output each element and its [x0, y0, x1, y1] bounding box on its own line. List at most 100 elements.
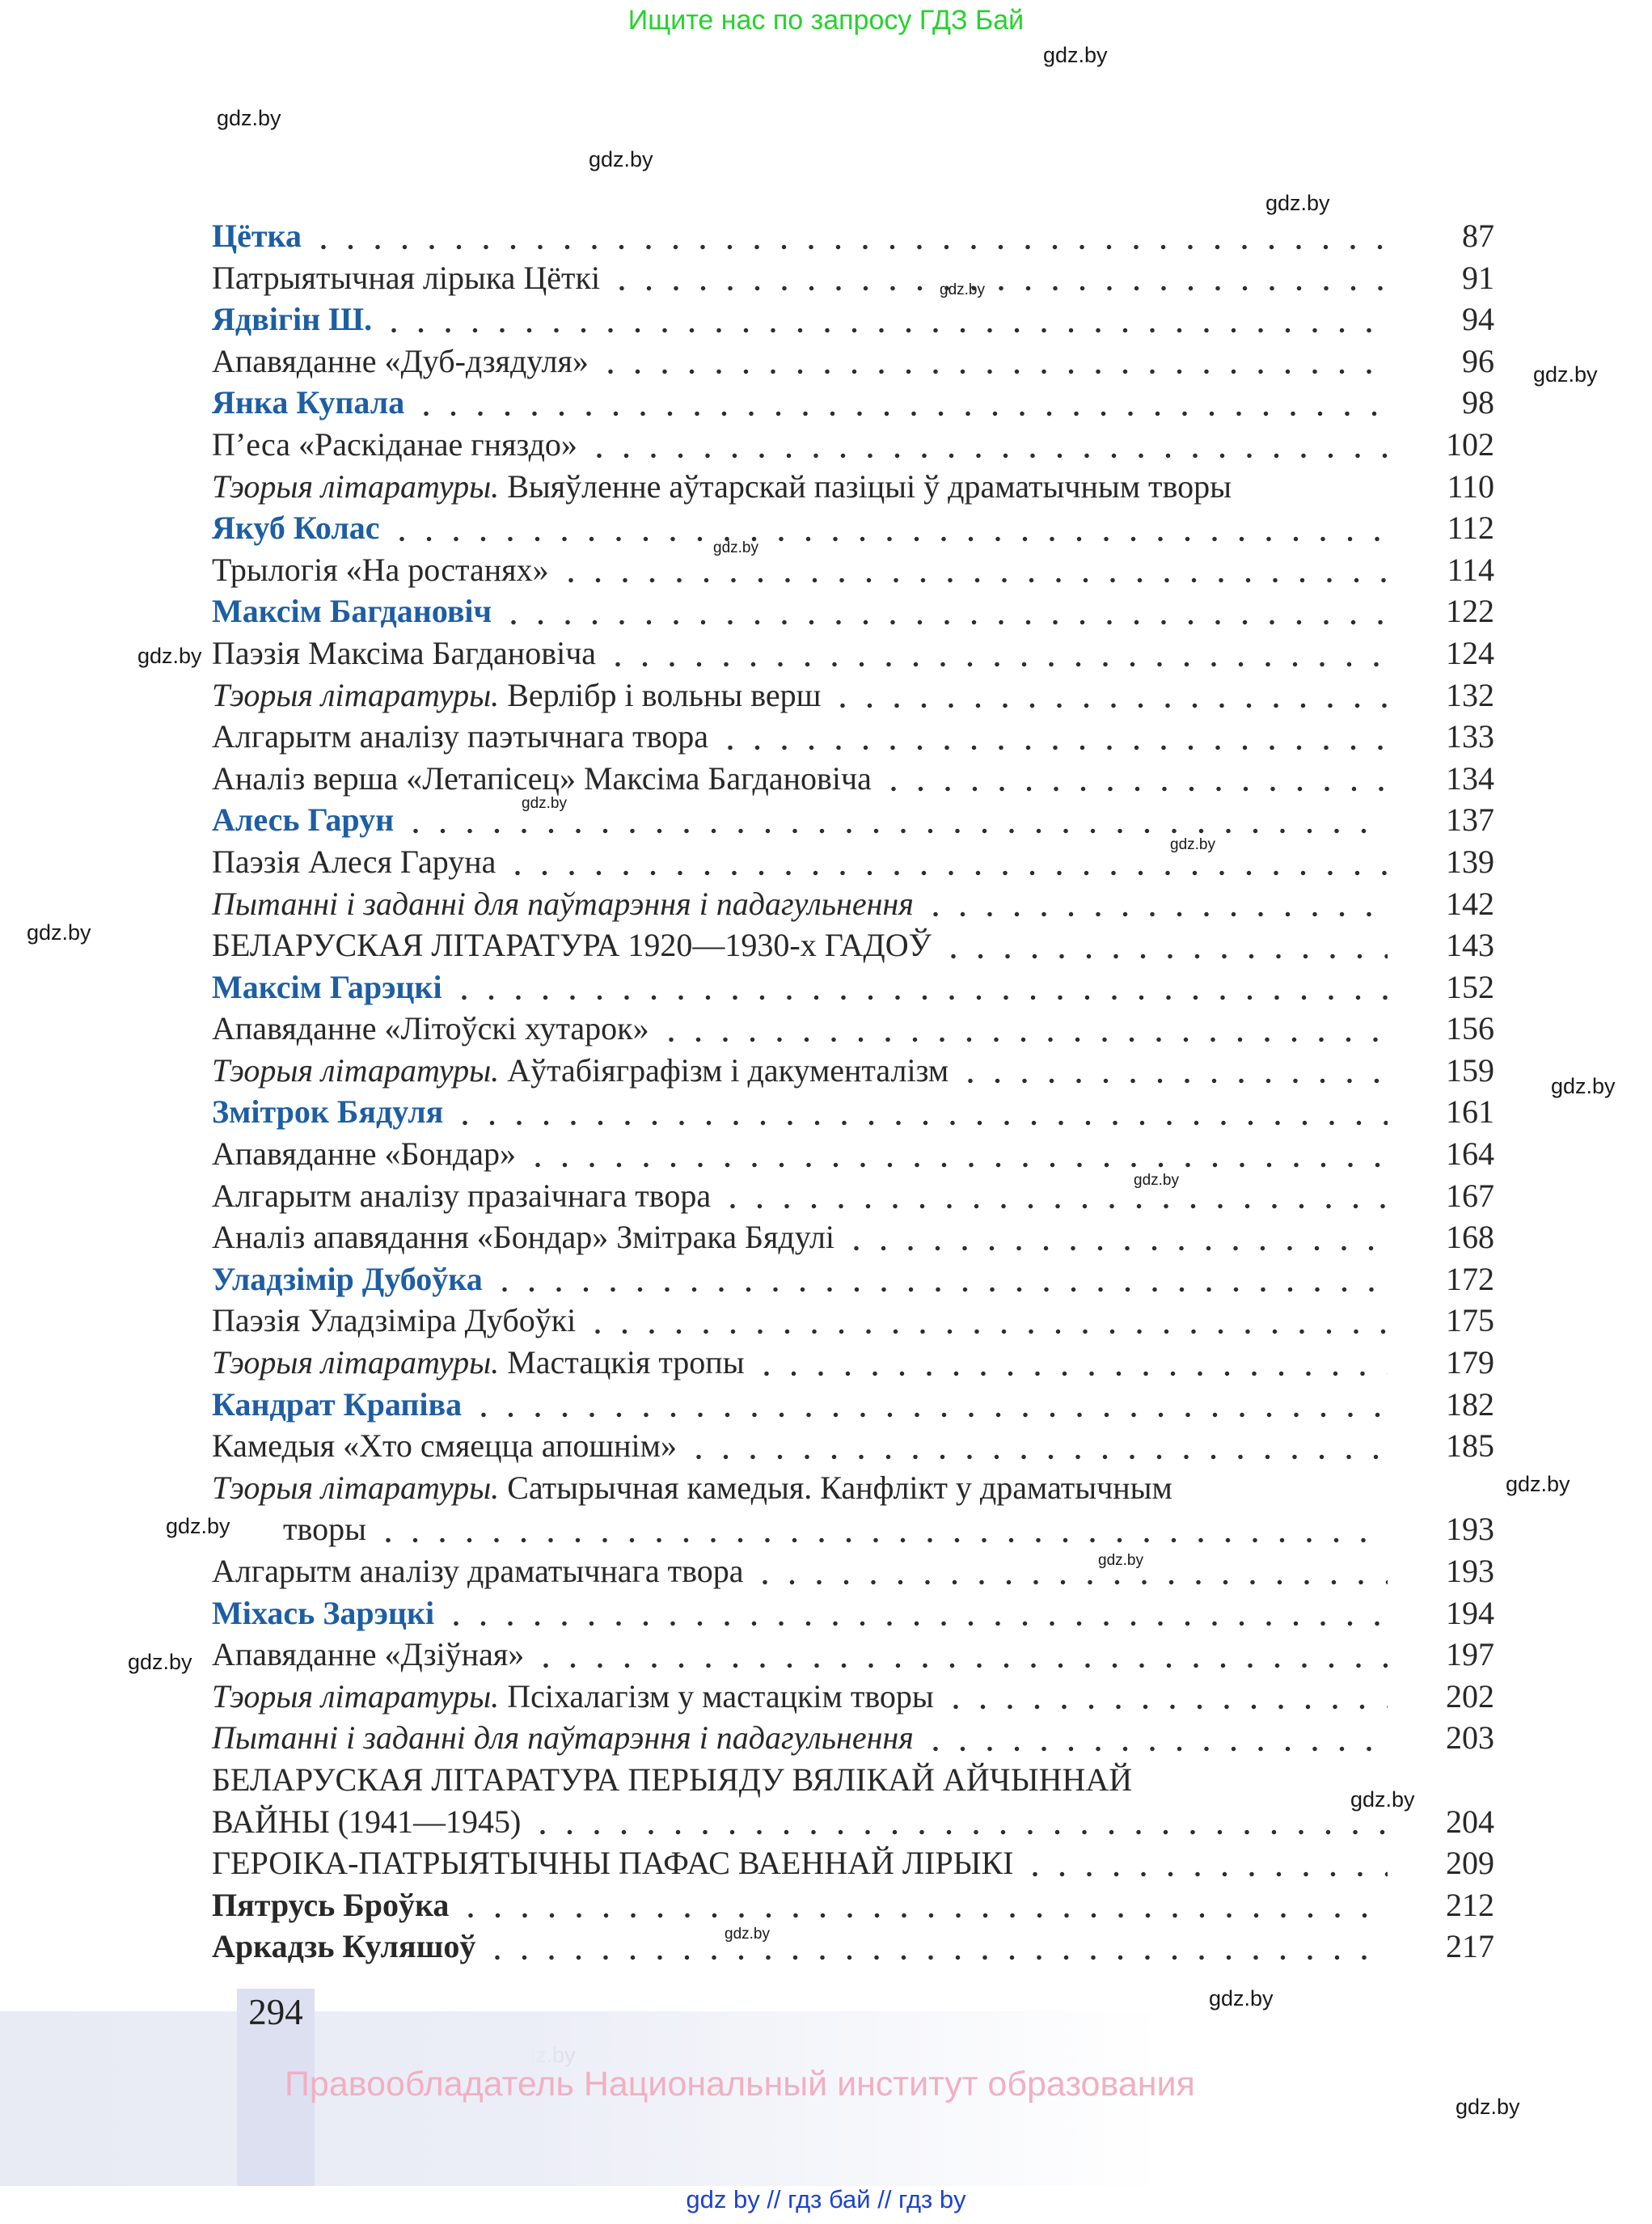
- dotted-leader: [422, 382, 1388, 424]
- dotted-leader: [542, 1634, 1388, 1676]
- toc-entry-page: 217: [1446, 1928, 1494, 1965]
- toc-entry-title: Алгарытм аналізу драматычнага твора: [212, 1553, 744, 1589]
- toc-entry: Максім Гарэцкі 152: [212, 966, 1494, 1008]
- toc-entry: Пытанні і заданні для паўтарэння і падаг…: [212, 1717, 1494, 1759]
- toc-entry-title: Паэзія Уладзіміра Дубоўкі: [212, 1302, 577, 1339]
- toc-entry-page: 124: [1446, 634, 1494, 671]
- toc-entry: Тэорыя літаратуры. Аўтабіяграфізм і даку…: [212, 1049, 1494, 1092]
- dotted-leader: [839, 674, 1388, 717]
- dotted-leader: [594, 423, 1388, 466]
- dotted-leader: [390, 298, 1388, 340]
- toc-entry: Апавяданне «Літоўскі хутарок» 156: [212, 1008, 1494, 1050]
- page-number-strip: [237, 1989, 315, 2186]
- dotted-leader: [513, 840, 1388, 883]
- toc-entry-page: 193: [1446, 1511, 1494, 1548]
- toc-entry-title: Аналіз апавядання «Бондар» Змітрака Бяду…: [212, 1219, 835, 1256]
- toc-entry: Тэорыя літаратуры. Сатырычная камедыя. К…: [212, 1467, 1494, 1509]
- toc-entry-title: Алгарытм аналізу паэтычнага твора: [212, 718, 708, 755]
- toc-entry: Камедыя «Хто смяецца апошнім» 185: [212, 1425, 1494, 1467]
- toc-entry: Янка Купала 98: [212, 382, 1494, 424]
- toc-entry-title: Максім Гарэцкі: [212, 968, 442, 1005]
- toc-entry-page: 185: [1446, 1427, 1494, 1465]
- toc-entry-title: Камедыя «Хто смяецца апошнім»: [212, 1427, 677, 1465]
- toc-entry: Паэзія Алеся Гаруна 139: [212, 840, 1494, 883]
- dotted-leader: [1031, 1842, 1388, 1884]
- dotted-leader: [566, 548, 1388, 591]
- gdz-watermark: gdz.by: [1043, 43, 1108, 67]
- toc-entry-page: 175: [1446, 1302, 1494, 1339]
- page-number: 294: [248, 1992, 303, 2032]
- dotted-leader: [614, 632, 1388, 674]
- dotted-leader: [319, 215, 1388, 257]
- gdz-watermark: gdz.by: [217, 106, 281, 130]
- toc-entry-title: Пытанні і заданні для паўтарэння і падаг…: [212, 1719, 914, 1757]
- toc-entry-title: Паэзія Алеся Гаруна: [212, 843, 496, 880]
- dotted-leader: [761, 1550, 1388, 1592]
- dotted-leader: [966, 1049, 1388, 1092]
- toc-entry: Алесь Гарун 137: [212, 799, 1494, 841]
- toc-entry: ВАЙНЫ (1941—1945) 204: [212, 1800, 1494, 1843]
- toc-entry-page: 161: [1446, 1093, 1494, 1131]
- toc-entry-page: 179: [1446, 1344, 1494, 1381]
- toc-entry-page: 132: [1446, 676, 1494, 713]
- toc-entry: Тэорыя літаратуры. Выяўленне аўтарскай п…: [212, 466, 1494, 508]
- toc-entry: Алгарытм аналізу паэтычнага твора 133: [212, 716, 1494, 758]
- dotted-leader: [762, 1342, 1388, 1384]
- gdz-watermark: gdz.by: [1506, 1472, 1570, 1496]
- dotted-leader: [889, 757, 1388, 800]
- gdz-watermark: gdz.by: [1533, 362, 1598, 387]
- gdz-watermark: gdz.by: [137, 644, 202, 668]
- footer-links: gdz by // гдз бай // гдз by: [686, 2185, 966, 2213]
- toc-entry-title: Пытанні і заданні для паўтарэння і падаг…: [212, 885, 914, 922]
- toc-entry: Аналіз апавядання «Бондар» Змітрака Бяду…: [212, 1216, 1494, 1258]
- toc-entry-page: 110: [1447, 467, 1494, 505]
- toc-entry-page: 102: [1446, 425, 1494, 463]
- dotted-leader: [383, 1508, 1388, 1550]
- toc-entry: Апавяданне «Бондар» 164: [212, 1133, 1494, 1175]
- dotted-leader: [452, 1592, 1388, 1634]
- gdz-watermark: gdz.by: [1551, 1074, 1616, 1098]
- toc-entry-page: 203: [1446, 1719, 1494, 1757]
- dotted-leader: [533, 1133, 1388, 1175]
- toc-entry-title: Уладзімір Дубоўка: [212, 1260, 483, 1297]
- toc-entry-page: 134: [1446, 759, 1494, 797]
- toc-entry: Кандрат Крапіва 182: [212, 1383, 1494, 1426]
- search-promo-banner: Ищите нас по запросу ГДЗ Бай: [627, 5, 1025, 36]
- toc-entry-title: Кандрат Крапіва: [212, 1385, 463, 1423]
- toc-entry: Аналіз верша «Летапісец» Максіма Багдано…: [212, 757, 1494, 800]
- toc-entry-title: Пятрусь Броўка: [212, 1886, 450, 1923]
- gdz-watermark: gdz.by: [27, 920, 91, 945]
- toc-entry-title: Змітрок Бядуля: [212, 1093, 444, 1131]
- dotted-leader: [412, 799, 1388, 841]
- toc-entry: Тэорыя літаратуры. Мастацкія тропы 179: [212, 1342, 1494, 1384]
- dotted-leader: [509, 590, 1388, 632]
- toc-entry: Тэорыя літаратуры. Псіхалагізм у мастацк…: [212, 1675, 1494, 1718]
- toc-entry: Якуб Колас 112: [212, 507, 1494, 549]
- toc-entry: Уладзімір Дубоўка 172: [212, 1258, 1494, 1300]
- toc-entry-title: Алесь Гарун: [212, 801, 395, 839]
- toc-entry: П’еса «Раскіданае гняздо» 102: [212, 423, 1494, 466]
- dotted-leader: [1249, 466, 1388, 508]
- toc-entry-title: Паэзія Максіма Багдановіча: [212, 634, 597, 671]
- toc-entry-title: П’еса «Раскіданае гняздо»: [212, 425, 577, 463]
- dotted-leader: [480, 1383, 1388, 1426]
- dotted-leader: [606, 340, 1388, 383]
- toc-entry-page: 133: [1446, 718, 1494, 755]
- toc-entry-title: БЕЛАРУСКАЯ ЛІТАРАТУРА ПЕРЫЯДУ ВЯЛІКАЙ АЙ…: [212, 1761, 1133, 1798]
- toc-entry: Алгарытм аналізу празаічнага твора 167: [212, 1174, 1494, 1217]
- toc-entry-title: Тэорыя літаратуры. Выяўленне аўтарскай п…: [212, 467, 1232, 505]
- toc-entry: Міхась Зарэцкі 194: [212, 1592, 1494, 1634]
- toc-entry-title: Алгарытм аналізу празаічнага твора: [212, 1177, 712, 1214]
- dotted-leader: [467, 1884, 1388, 1926]
- toc-entry: Паэзія Уладзіміра Дубоўкі 175: [212, 1300, 1494, 1342]
- copyright-notice: Правообладатель Национальный институт об…: [285, 2065, 1195, 2103]
- toc-entry-page: 156: [1446, 1010, 1494, 1047]
- dotted-leader: [500, 1258, 1388, 1300]
- dotted-leader: [949, 924, 1388, 966]
- toc-entry-title: Тэорыя літаратуры. Аўтабіяграфізм і даку…: [212, 1051, 949, 1089]
- toc-list: Цётка 87 Патрыятычная лірыка Цёткі 91 Ядвігі…: [212, 215, 1494, 1968]
- toc-entry: Пытанні і заданні для паўтарэння і падаг…: [212, 882, 1494, 925]
- dotted-leader: [461, 1091, 1388, 1134]
- toc-entry-title: Ядвігін Ш.: [212, 301, 373, 338]
- dotted-leader: [931, 882, 1388, 925]
